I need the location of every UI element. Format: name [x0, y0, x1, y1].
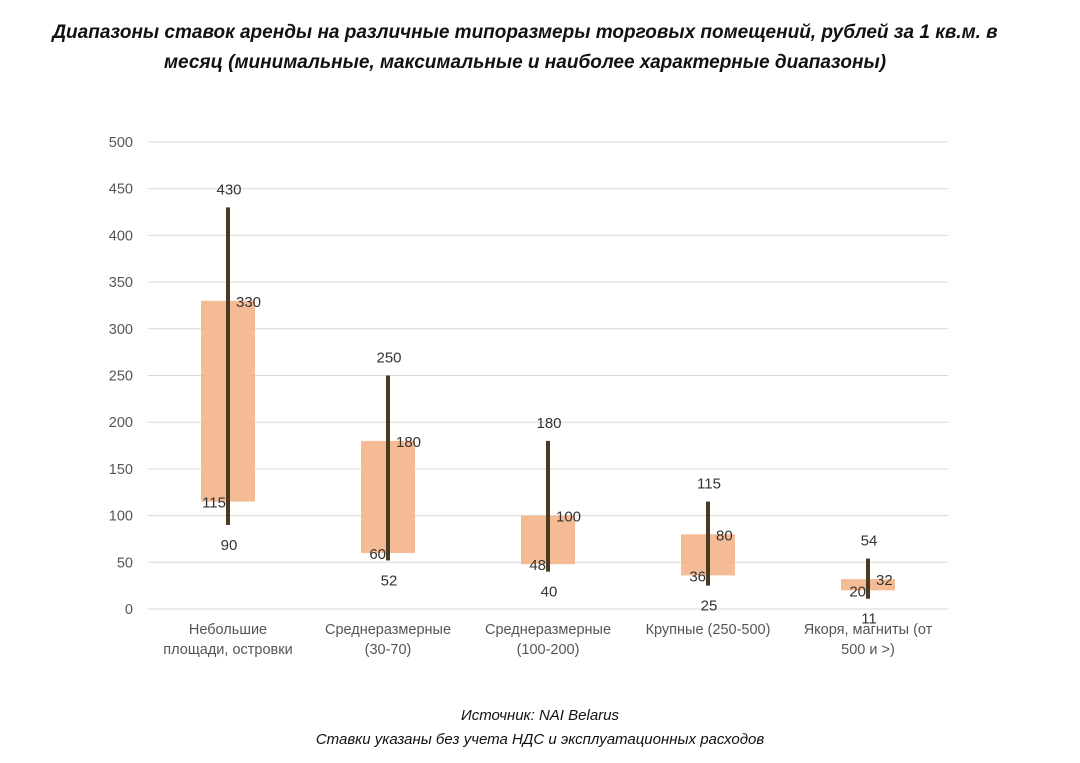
y-tick-label: 350 — [109, 275, 133, 291]
y-tick-label: 0 — [125, 602, 133, 618]
typical-high-label: 32 — [876, 572, 893, 589]
y-tick-label: 100 — [109, 509, 133, 525]
min-label: 25 — [701, 598, 718, 615]
chart-title: Диапазоны ставок аренды на различные тип… — [52, 22, 998, 73]
category-label: Якоря, магниты (от 500 и >) — [804, 622, 933, 658]
min-max-line — [706, 501, 710, 586]
min-max-line — [386, 375, 390, 561]
min-label: 11 — [861, 611, 877, 628]
max-label: 430 — [216, 181, 241, 198]
typical-low-label: 48 — [529, 557, 546, 574]
y-tick-label: 400 — [109, 228, 133, 244]
typical-low-label: 20 — [849, 583, 866, 600]
y-tick-label: 250 — [109, 369, 133, 385]
category-label: Среднеразмерные (30-70) — [325, 622, 451, 658]
typical-high-label: 80 — [716, 527, 733, 544]
y-tick-label: 300 — [109, 322, 133, 338]
max-label: 54 — [861, 533, 878, 550]
min-label: 90 — [221, 537, 238, 554]
y-tick-label: 450 — [109, 182, 133, 198]
min-max-line — [226, 207, 230, 525]
source-note: Источник: NAI Belarus — [460, 707, 620, 724]
y-tick-label: 50 — [117, 555, 133, 571]
category-label: Среднеразмерные (100-200) — [485, 622, 611, 658]
typical-high-label: 330 — [236, 294, 261, 311]
max-label: 250 — [376, 350, 401, 367]
max-label: 180 — [536, 415, 561, 432]
category-label: Крупные (250-500) — [646, 622, 771, 638]
min-max-line — [866, 558, 870, 599]
typical-low-label: 115 — [202, 495, 226, 512]
y-tick-label: 200 — [109, 415, 133, 431]
y-tick-label: 150 — [109, 462, 133, 478]
y-tick-label: 500 — [109, 135, 133, 151]
vat-note: Ставки указаны без учета НДС и эксплуата… — [315, 731, 765, 748]
min-label: 40 — [541, 584, 558, 601]
category-label: Небольшие площади, островки — [163, 622, 292, 658]
typical-high-label: 180 — [396, 434, 421, 451]
typical-low-label: 36 — [689, 568, 706, 585]
typical-low-label: 60 — [369, 546, 386, 563]
typical-high-label: 100 — [556, 509, 581, 526]
min-max-line — [546, 440, 550, 572]
max-label: 115 — [697, 476, 721, 493]
min-label: 52 — [381, 572, 398, 589]
